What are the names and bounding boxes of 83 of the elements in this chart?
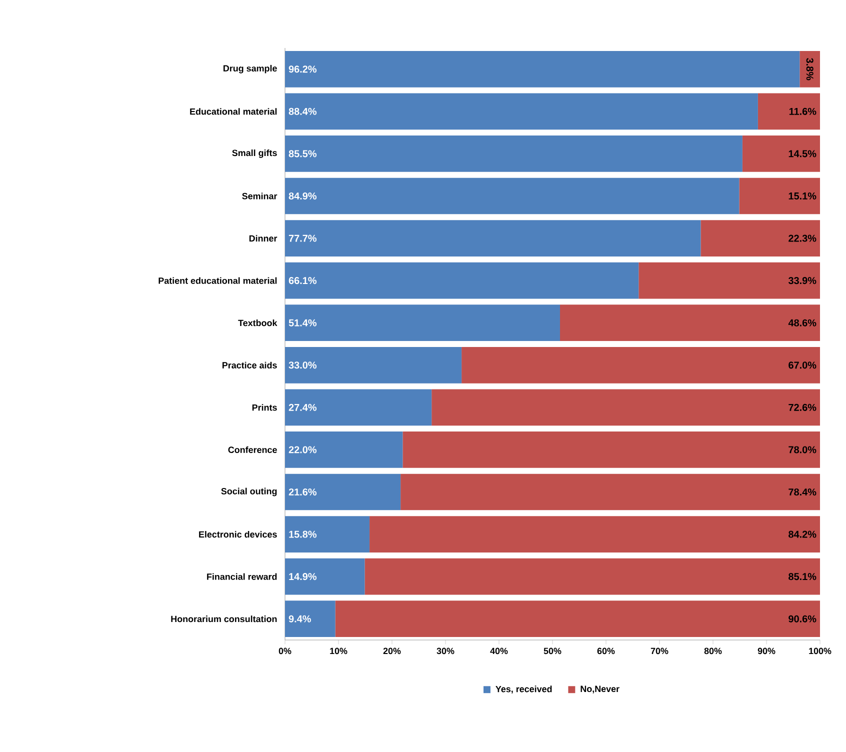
bar: [800, 50, 820, 88]
x-tick-label: 40%: [490, 648, 508, 654]
bar: [285, 50, 800, 88]
data-label: 78.4%: [788, 488, 816, 496]
bar: [285, 304, 560, 342]
bar: [739, 178, 820, 214]
x-tick-label: 30%: [436, 648, 454, 654]
bar: [285, 178, 740, 214]
data-label: 22.0%: [288, 446, 317, 454]
y-tick-label: Dinner: [249, 234, 278, 242]
data-label: 22.3%: [788, 234, 816, 242]
bar: [758, 93, 820, 130]
y-tick-label: Conference: [228, 446, 277, 454]
x-tick-label: 10%: [330, 648, 348, 654]
bar: [400, 474, 820, 510]
bar: [402, 432, 820, 468]
data-label: 90.6%: [788, 615, 816, 622]
x-tick-label: 60%: [597, 648, 615, 654]
bar: [285, 136, 742, 172]
data-label: 33.9%: [788, 277, 816, 284]
bar: [285, 432, 403, 468]
y-tick-label: Financial reward: [207, 573, 277, 580]
y-tick-label: Practice aids: [222, 362, 277, 368]
data-label: 15.1%: [788, 192, 816, 200]
data-label: 11.6%: [789, 108, 816, 115]
data-label: 27.4%: [288, 404, 317, 411]
x-tick-label: 20%: [383, 648, 401, 654]
bar: [560, 304, 820, 342]
data-label: 33.0%: [288, 362, 317, 369]
data-label: 96.2%: [288, 66, 317, 73]
bar: [285, 220, 701, 256]
data-label: 48.6%: [788, 319, 816, 326]
x-tick-label: 50%: [544, 648, 562, 654]
bar: [285, 389, 432, 426]
data-label: 85.5%: [288, 150, 317, 158]
bar: [364, 558, 820, 595]
y-tick-label: Educational material: [190, 108, 277, 115]
bar: [462, 346, 820, 384]
data-label: 3.8%: [806, 58, 814, 80]
data-label: 14.5%: [788, 150, 816, 158]
data-label: 14.9%: [289, 573, 317, 580]
legend-label: Yes, received: [496, 686, 552, 694]
bar: [285, 516, 370, 552]
bar: [370, 516, 820, 552]
bar: [285, 600, 336, 638]
y-tick-label: Prints: [252, 404, 277, 411]
x-tick-label: 80%: [704, 648, 722, 654]
x-tick-label: 90%: [758, 648, 776, 654]
data-label: 84.2%: [788, 530, 816, 538]
bar: [285, 474, 401, 510]
bar: [285, 262, 639, 299]
data-label: 67.0%: [788, 362, 816, 369]
data-label: 15.8%: [289, 530, 317, 538]
y-tick-label: Patient educational material: [158, 277, 277, 284]
bar: [742, 136, 820, 172]
x-tick-label: 0%: [278, 648, 292, 654]
data-label: 9.4%: [288, 615, 311, 622]
bar: [700, 220, 820, 256]
x-tick-label: 100%: [809, 648, 832, 654]
y-tick-label: Drug sample: [224, 64, 277, 74]
data-label: 85.1%: [788, 573, 816, 580]
bar: [285, 558, 365, 595]
bar: [285, 93, 758, 130]
bar: [285, 346, 462, 384]
y-tick-label: Social outing: [221, 488, 277, 496]
y-tick-label: Textbook: [238, 320, 278, 326]
bar: [432, 389, 820, 426]
data-label: 78.0%: [788, 446, 816, 454]
legend-label: No,Never: [580, 686, 620, 694]
data-label: 51.4%: [288, 319, 317, 326]
x-tick-label: 70%: [650, 648, 668, 654]
y-tick-label: Small gifts: [232, 150, 277, 158]
y-tick-label: Electronic devices: [199, 530, 277, 538]
y-tick-label: Honorarium consultation: [171, 616, 277, 622]
data-label: 72.6%: [788, 404, 816, 411]
data-label: 21.6%: [288, 488, 317, 496]
data-label: 66.1%: [288, 277, 317, 284]
y-tick-label: Seminar: [242, 192, 278, 200]
data-label: 88.4%: [288, 108, 317, 115]
data-label: 77.7%: [288, 234, 317, 242]
data-label: 84.9%: [288, 192, 317, 200]
bar: [638, 262, 820, 299]
bar: [335, 600, 820, 638]
